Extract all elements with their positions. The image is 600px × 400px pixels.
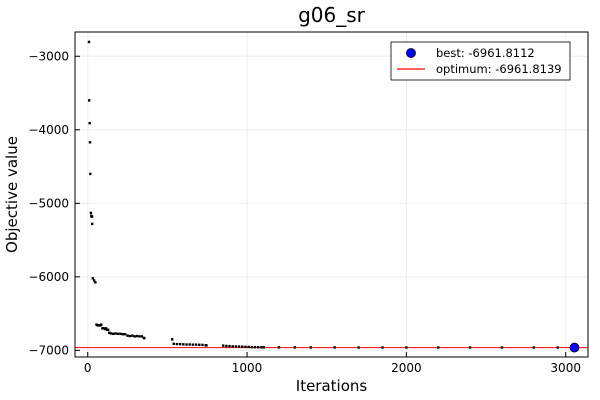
legend: best: -6961.8112 optimum: -6961.8139 bbox=[390, 41, 571, 81]
sample-point bbox=[92, 279, 96, 282]
sample-point bbox=[188, 343, 191, 346]
sample-point bbox=[89, 172, 92, 176]
sample-point bbox=[175, 342, 179, 346]
sample-point bbox=[244, 345, 247, 349]
sample-point bbox=[250, 345, 254, 349]
sample-point bbox=[91, 277, 95, 280]
sample-point bbox=[198, 343, 201, 346]
x-tick-label: 3000 bbox=[550, 361, 581, 375]
sample-point bbox=[102, 327, 105, 330]
sample-point bbox=[556, 346, 559, 349]
sample-point bbox=[253, 345, 257, 349]
sample-point bbox=[109, 332, 113, 335]
sample-point bbox=[138, 335, 141, 338]
sample-point bbox=[119, 332, 122, 336]
sample-point bbox=[87, 40, 91, 44]
y-axis-label: Objective value bbox=[3, 136, 21, 253]
sample-point bbox=[172, 342, 175, 345]
sample-point bbox=[112, 332, 115, 336]
sample-point bbox=[257, 346, 260, 349]
sample-point bbox=[170, 338, 174, 341]
sample-point bbox=[178, 342, 182, 346]
sample-point bbox=[131, 334, 134, 337]
y-tick-label: −7000 bbox=[28, 343, 69, 357]
sample-point bbox=[94, 281, 97, 284]
sample-point bbox=[91, 222, 94, 226]
sample-point bbox=[108, 331, 111, 334]
sample-point bbox=[221, 344, 225, 347]
sample-point bbox=[357, 346, 360, 349]
sample-point bbox=[96, 324, 99, 327]
sample-point bbox=[333, 346, 336, 349]
sample-point bbox=[97, 324, 101, 327]
sample-point bbox=[191, 343, 195, 346]
sample-point bbox=[182, 343, 185, 346]
chart-title: g06_sr bbox=[298, 3, 366, 27]
sample-point bbox=[90, 215, 94, 218]
sample-point bbox=[293, 346, 297, 349]
sample-point bbox=[262, 346, 265, 349]
sample-point bbox=[100, 323, 103, 326]
sample-point bbox=[87, 99, 91, 102]
sample-point bbox=[106, 328, 110, 331]
sample-point bbox=[185, 343, 188, 346]
sample-point bbox=[237, 345, 241, 348]
sample-point bbox=[121, 333, 124, 336]
legend-best-label: best: -6961.8112 bbox=[436, 46, 535, 60]
sample-point bbox=[88, 121, 91, 125]
sample-point bbox=[89, 211, 93, 215]
grid-lines bbox=[75, 32, 588, 357]
sample-point bbox=[114, 332, 117, 335]
sample-point bbox=[247, 345, 250, 349]
sample-point bbox=[228, 344, 231, 348]
sample-point bbox=[128, 334, 132, 338]
sample-point bbox=[101, 327, 104, 330]
sample-point bbox=[437, 346, 440, 349]
axis-ticks: 0 1000 2000 3000 −7000 −6000 −5000 −4000 −3000 bbox=[28, 49, 581, 375]
x-tick-label: 2000 bbox=[391, 361, 422, 375]
sample-point bbox=[277, 346, 281, 349]
sample-point bbox=[468, 346, 472, 349]
plot-data bbox=[75, 40, 588, 353]
sample-point bbox=[205, 344, 208, 347]
sample-point bbox=[532, 346, 536, 349]
sample-point bbox=[123, 333, 127, 336]
legend-best-marker bbox=[406, 48, 416, 58]
sample-point bbox=[381, 346, 384, 349]
sample-point bbox=[241, 345, 244, 348]
y-tick-label: −6000 bbox=[28, 270, 69, 284]
sample-point bbox=[234, 345, 238, 348]
sample-point bbox=[201, 343, 204, 347]
sample-point bbox=[143, 337, 146, 340]
y-tick-label: −3000 bbox=[28, 49, 69, 63]
legend-box bbox=[390, 41, 571, 81]
x-tick-label: 0 bbox=[84, 361, 92, 375]
x-tick-label: 1000 bbox=[232, 361, 263, 375]
sample-point bbox=[500, 346, 504, 349]
best-marker bbox=[569, 342, 580, 353]
sample-point bbox=[309, 346, 312, 349]
sample-point bbox=[133, 335, 136, 338]
sample-point bbox=[260, 346, 263, 349]
y-tick-label: −5000 bbox=[28, 196, 69, 210]
sample-point bbox=[116, 332, 120, 336]
sample-point bbox=[225, 344, 228, 348]
sample-point bbox=[88, 141, 92, 144]
sample-point bbox=[140, 335, 144, 338]
y-tick-label: −4000 bbox=[28, 123, 69, 137]
sample-point bbox=[104, 327, 108, 330]
plot-frame bbox=[74, 31, 589, 358]
x-axis-label: Iterations bbox=[296, 377, 368, 395]
sample-point bbox=[405, 346, 408, 349]
sample-point bbox=[135, 334, 139, 338]
sample-point bbox=[126, 334, 129, 337]
sample-point bbox=[231, 345, 234, 348]
legend-optimum-label: optimum: -6961.8139 bbox=[436, 62, 562, 76]
sample-point bbox=[194, 343, 198, 346]
